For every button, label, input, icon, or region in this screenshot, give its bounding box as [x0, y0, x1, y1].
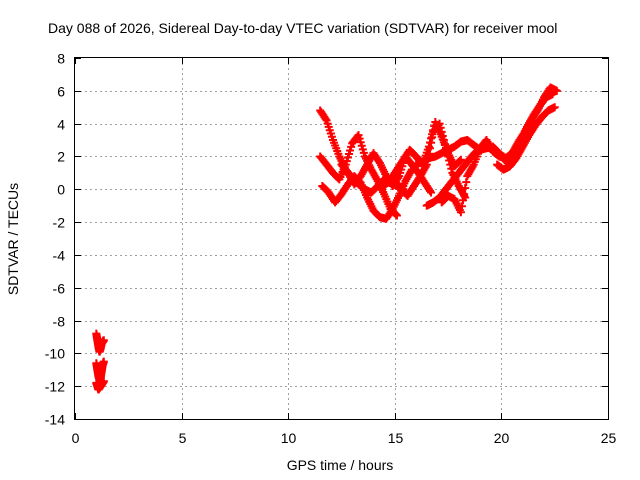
data-point	[321, 114, 330, 123]
axis-ticks	[75, 58, 609, 420]
data-point	[460, 190, 469, 199]
data-point	[445, 156, 454, 165]
y-tick-label: -14	[45, 412, 65, 428]
data-point	[456, 155, 465, 164]
y-tick-label: 4	[57, 117, 65, 133]
y-axis-label: SDTVAR / TECUs	[5, 183, 21, 295]
x-tick-label: 20	[494, 430, 510, 446]
data-point	[425, 186, 434, 195]
y-tick-label: 0	[57, 182, 65, 198]
data-points	[92, 83, 561, 394]
data-point	[462, 178, 471, 187]
series-early-b	[92, 357, 108, 384]
data-point	[548, 90, 557, 99]
data-point	[459, 196, 468, 205]
data-point	[457, 202, 466, 211]
y-tick-label: -2	[53, 215, 66, 231]
data-point	[428, 133, 437, 142]
data-point	[461, 184, 470, 193]
data-point	[427, 188, 436, 197]
y-tick-label: -6	[53, 281, 66, 297]
series-s11	[497, 90, 557, 168]
grid	[75, 58, 608, 419]
data-point	[437, 127, 446, 136]
data-point	[436, 123, 445, 132]
data-point	[550, 103, 559, 112]
y-tick-label: 6	[57, 84, 65, 100]
y-tick-label: -10	[45, 346, 65, 362]
x-tick-labels: 0 5 10 15 20 25	[72, 430, 617, 446]
y-tick-label: -4	[53, 248, 66, 264]
data-point	[456, 208, 465, 217]
series-early-c	[92, 377, 108, 394]
data-point	[440, 140, 449, 149]
data-point	[392, 211, 401, 220]
x-tick-label: 15	[388, 430, 404, 446]
data-point	[455, 156, 464, 165]
x-tick-label: 5	[179, 430, 187, 446]
x-tick-label: 10	[281, 430, 297, 446]
series-s10	[493, 103, 559, 174]
y-tick-label: -12	[45, 379, 65, 395]
data-point	[99, 357, 108, 366]
x-tick-label: 25	[601, 430, 617, 446]
chart-title: Day 088 of 2026, Sidereal Day-to-day VTE…	[48, 20, 557, 36]
data-point	[99, 377, 108, 386]
data-point	[99, 336, 108, 345]
data-point	[439, 136, 448, 145]
data-point	[552, 86, 561, 95]
data-point	[435, 119, 444, 128]
plot-frame	[74, 57, 609, 420]
data-point	[447, 164, 456, 173]
x-tick-label: 0	[72, 430, 80, 446]
y-tick-label: -8	[53, 314, 66, 330]
series-early-a	[92, 329, 108, 356]
data-point	[427, 138, 436, 147]
y-tick-labels: -14 -12 -10 -8 -6 -4 -2 0 2 4 6 8	[45, 51, 65, 428]
data-point	[438, 131, 447, 140]
data-point	[446, 160, 455, 169]
y-tick-label: 8	[57, 51, 65, 67]
data-point	[425, 144, 434, 153]
y-tick-label: 2	[57, 149, 65, 165]
x-axis-label: GPS time / hours	[287, 457, 394, 473]
